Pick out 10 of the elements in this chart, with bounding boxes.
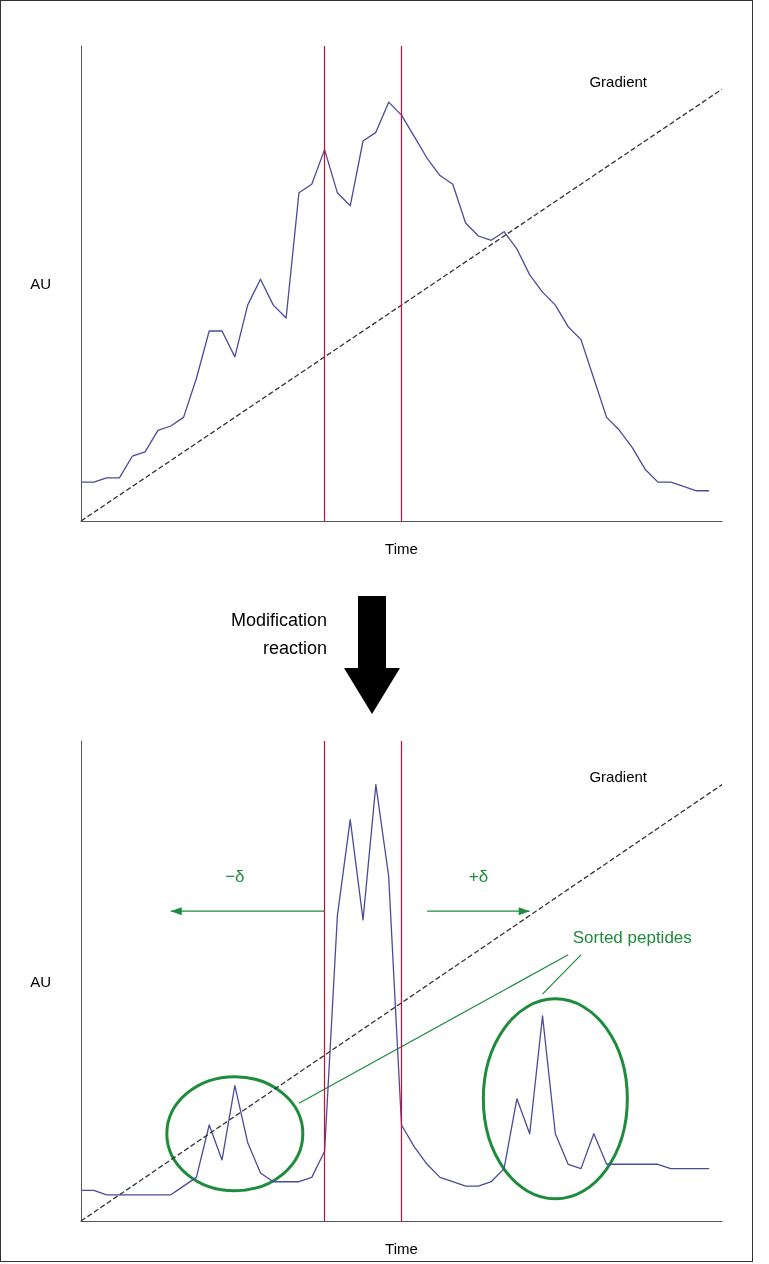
- annotation: −δ: [225, 866, 245, 886]
- text: Gradient: [589, 768, 648, 786]
- text: Modification reaction: [229, 609, 327, 660]
- annotation: +δ: [468, 866, 489, 886]
- x-axis-title: Time: [385, 1240, 418, 1257]
- x-axis-title: Time: [385, 540, 418, 557]
- text: Gradient: [589, 72, 648, 90]
- annotation: Sorted peptides: [572, 927, 692, 947]
- y-axis-title: AU: [30, 275, 51, 292]
- y-axis-title: AU: [30, 972, 51, 990]
